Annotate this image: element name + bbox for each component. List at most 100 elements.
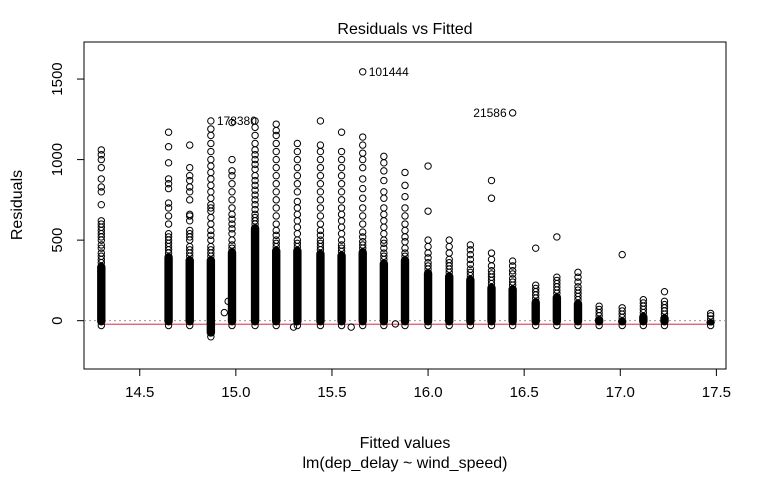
data-point [316, 246, 325, 254]
data-point [337, 188, 346, 196]
data-point [618, 313, 626, 322]
data-point [272, 131, 280, 140]
data-point [251, 220, 259, 228]
point-annotation-label: 101444 [369, 65, 409, 79]
data-point [164, 128, 173, 136]
data-point [401, 249, 409, 257]
data-point [164, 204, 173, 212]
data-point [228, 196, 236, 204]
data-point [508, 109, 517, 117]
data-point [228, 229, 236, 238]
data-point [293, 147, 302, 156]
data-point [391, 320, 400, 328]
data-point [97, 244, 105, 252]
x-tick-label: 14.5 [125, 384, 154, 401]
data-point [186, 321, 194, 330]
data-point [164, 159, 173, 167]
x-axis-sublabel: lm(dep_delay ~ wind_speed) [302, 455, 507, 472]
data-point [228, 236, 236, 244]
data-point [316, 141, 325, 149]
data-point [228, 188, 236, 196]
data-point [706, 309, 715, 318]
data-point [574, 268, 582, 277]
data-point [293, 242, 302, 251]
data-point [445, 242, 453, 251]
data-point [574, 283, 582, 291]
data-point [316, 204, 325, 212]
data-point [359, 212, 367, 220]
data-point [207, 117, 215, 125]
data-point [186, 229, 194, 238]
data-point [316, 231, 325, 240]
dense-point-cluster [400, 256, 410, 326]
data-point [466, 321, 475, 330]
data-point [487, 249, 496, 257]
data-point [207, 162, 215, 170]
data-point [380, 244, 388, 252]
data-point [466, 271, 475, 280]
dense-point-cluster [423, 269, 433, 326]
data-point [228, 244, 236, 252]
data-point [466, 255, 475, 264]
data-point [380, 210, 388, 219]
data-point [186, 141, 194, 149]
data-point [97, 175, 105, 183]
data-point [251, 196, 259, 204]
data-point [553, 273, 561, 281]
data-point [424, 249, 432, 257]
data-point [316, 171, 325, 180]
data-point [487, 194, 496, 202]
data-point [164, 199, 173, 207]
data-point [424, 321, 432, 330]
data-point [359, 204, 367, 212]
data-point [618, 304, 626, 312]
data-point [186, 183, 194, 191]
data-point [207, 220, 215, 228]
data-point [228, 215, 236, 223]
dense-point-cluster [227, 248, 237, 326]
data-point [532, 281, 540, 289]
data-point [97, 249, 105, 257]
data-point [207, 155, 215, 164]
data-point [228, 220, 236, 228]
data-point [228, 171, 236, 180]
data-point [508, 262, 517, 270]
data-point [228, 180, 236, 188]
data-point [595, 321, 603, 330]
data-point [272, 212, 280, 220]
data-point [293, 210, 302, 219]
data-point [574, 286, 582, 294]
data-point [293, 229, 302, 238]
data-point [164, 143, 173, 151]
data-point [220, 308, 229, 317]
data-point [228, 210, 236, 219]
x-tick-label: 15.5 [317, 384, 346, 401]
data-point [228, 204, 236, 212]
data-point [618, 321, 626, 330]
data-point [251, 321, 259, 330]
data-point [359, 149, 367, 157]
data-point [272, 120, 280, 128]
data-point [164, 321, 173, 330]
data-point [424, 236, 432, 244]
data-point [574, 296, 582, 304]
data-point [424, 254, 432, 262]
x-tick-label: 17.5 [702, 384, 731, 401]
data-point [164, 249, 173, 257]
data-point [595, 302, 603, 310]
data-point [337, 236, 346, 244]
data-point [251, 181, 259, 190]
data-point [316, 196, 325, 204]
data-point [359, 141, 367, 149]
data-point [487, 279, 496, 288]
data-point [207, 194, 215, 202]
data-point [466, 260, 475, 268]
data-point [186, 210, 194, 219]
data-point [316, 188, 325, 196]
data-point [97, 163, 105, 172]
dense-point-cluster [316, 249, 325, 326]
data-point [207, 236, 215, 244]
data-point [660, 297, 669, 306]
data-point [508, 281, 517, 289]
